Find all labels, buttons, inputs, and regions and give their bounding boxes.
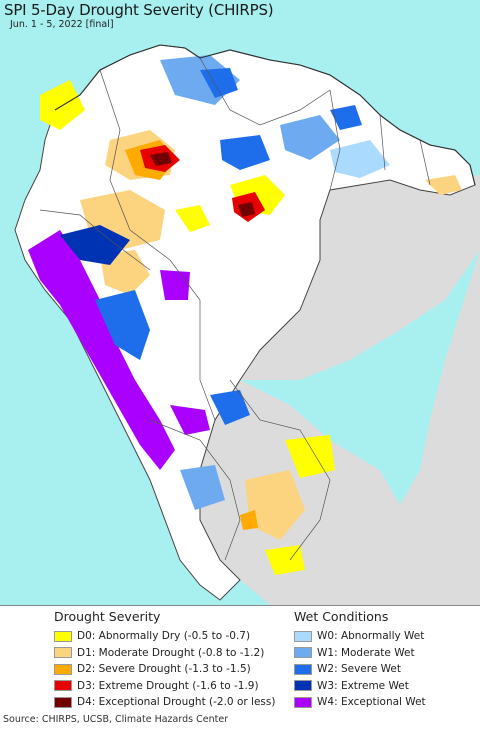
- wet-legend-item: W4: Exceptional Wet: [294, 694, 426, 711]
- wet-legend-item: W1: Moderate Wet: [294, 645, 426, 662]
- drought-d1-bolivia: [245, 470, 305, 540]
- drought-label: D3: Extreme Drought (-1.6 to -1.9): [77, 679, 259, 692]
- drought-legend-item: D3: Extreme Drought (-1.6 to -1.9): [54, 678, 275, 695]
- wet-w0-east: [330, 140, 390, 178]
- wet-w2-venezuela: [220, 135, 270, 170]
- drought-label: D0: Abnormally Dry (-0.5 to -0.7): [77, 630, 251, 643]
- wet-label: W2: Severe Wet: [317, 663, 401, 676]
- drought-legend-item: D2: Severe Drought (-1.3 to -1.5): [54, 661, 275, 678]
- wet-swatch: [294, 630, 312, 642]
- map-svg: [14, 44, 480, 605]
- drought-legend-item: D0: Abnormally Dry (-0.5 to -0.7): [54, 628, 275, 645]
- wet-w1-bolivia: [180, 465, 225, 510]
- drought-label: D4: Exceptional Drought (-2.0 or less): [77, 696, 276, 709]
- wet-w2-bolivia: [210, 390, 250, 425]
- wet-w4-peru-south: [170, 405, 210, 435]
- wet-label: W4: Exceptional Wet: [317, 696, 426, 709]
- wet-swatch: [294, 680, 312, 692]
- coastline: [54, 44, 476, 186]
- wet-w2-north: [200, 68, 238, 98]
- drought-d4-colombia: [150, 152, 172, 166]
- drought-swatch: [54, 630, 72, 642]
- wet-swatch: [294, 663, 312, 675]
- wet-w4-ecuador: [160, 270, 190, 300]
- drought-legend-item: D4: Exceptional Drought (-2.0 or less): [54, 694, 275, 711]
- wet-legend-item: W2: Severe Wet: [294, 661, 426, 678]
- drought-d2-bolivia: [240, 510, 258, 530]
- drought-map: SPI 5-Day Drought Severity (CHIRPS) Jun.…: [0, 0, 480, 606]
- legend: Drought Severity D0: Abnormally Dry (-0.…: [0, 606, 480, 711]
- source-credit: Source: CHIRPS, UCSB, Climate Hazards Ce…: [3, 714, 229, 725]
- drought-swatch: [54, 680, 72, 692]
- legend-drought: Drought Severity D0: Abnormally Dry (-0.…: [54, 609, 275, 711]
- drought-label: D1: Moderate Drought (-0.8 to -1.2): [77, 646, 265, 659]
- legend-wet-heading: Wet Conditions: [294, 609, 389, 624]
- drought-swatch: [54, 696, 72, 708]
- drought-d4-venezuela-east: [238, 202, 255, 217]
- wet-label: W0: Abnormally Wet: [317, 630, 425, 643]
- drought-swatch: [54, 647, 72, 659]
- wet-legend-item: W3: Extreme Wet: [294, 678, 426, 695]
- wet-legend-item: W0: Abnormally Wet: [294, 628, 426, 645]
- legend-wet: Wet Conditions W0: Abnormally Wet W1: Mod…: [294, 609, 426, 711]
- map-title-box: SPI 5-Day Drought Severity (CHIRPS) Jun.…: [0, 0, 277, 32]
- wet-w2-peru-east: [95, 290, 150, 360]
- legend-drought-heading: Drought Severity: [54, 609, 161, 624]
- wet-w2-guiana: [330, 105, 362, 130]
- wet-label: W1: Moderate Wet: [317, 646, 415, 659]
- wet-w4-peru: [28, 230, 175, 470]
- drought-legend-item: D1: Moderate Drought (-0.8 to -1.2): [54, 645, 275, 662]
- land-outside-east: [240, 175, 480, 380]
- country-borders: [39, 57, 431, 561]
- drought-d0-colombia-west: [175, 205, 210, 232]
- map-title: SPI 5-Day Drought Severity (CHIRPS): [4, 1, 274, 19]
- wet-w1-guiana: [280, 115, 340, 160]
- map-subtitle: Jun. 1 - 5, 2022 [final]: [10, 19, 114, 30]
- drought-d0-bolivia-south: [265, 545, 305, 575]
- drought-swatch: [54, 663, 72, 675]
- drought-d1-guianas: [425, 175, 462, 195]
- wet-swatch: [294, 696, 312, 708]
- wet-label: W3: Extreme Wet: [317, 679, 409, 692]
- drought-label: D2: Severe Drought (-1.3 to -1.5): [77, 663, 251, 676]
- wet-swatch: [294, 647, 312, 659]
- wet-w3-peru: [60, 225, 130, 265]
